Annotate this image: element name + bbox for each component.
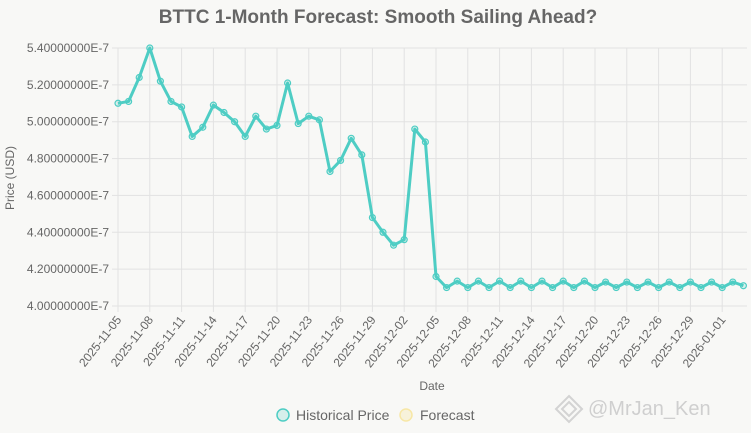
data-point[interactable] [464,283,472,292]
legend-label-forecast: Forecast [420,407,475,423]
data-point[interactable] [432,272,440,281]
data-point[interactable] [729,278,737,286]
data-point[interactable] [305,112,313,120]
data-point[interactable] [601,278,610,286]
x-axis-label: Date [419,379,445,393]
grid-lines [112,47,747,312]
data-point[interactable] [707,278,716,286]
data-point[interactable] [368,213,376,222]
chart-title: BTTC 1-Month Forecast: Smooth Sailing Ah… [159,7,597,28]
data-point[interactable] [347,134,355,142]
legend-marker-historical [276,408,290,422]
data-point[interactable] [644,278,652,286]
data-point[interactable] [453,277,461,285]
data-point[interactable] [390,241,398,249]
data-point[interactable] [548,283,557,292]
data-point[interactable] [262,125,270,133]
data-point[interactable] [400,236,408,244]
legend[interactable]: Historical Price Forecast [276,407,475,423]
data-point[interactable] [591,283,599,292]
data-point[interactable] [199,123,207,131]
data-point[interactable] [739,282,748,290]
y-tick-label: 5.20000000E-7 [27,78,109,92]
data-point[interactable] [686,278,695,286]
legend-marker-forecast [399,408,413,422]
data-point[interactable] [570,283,578,292]
y-tick-label: 4.60000000E-7 [27,188,109,202]
data-point[interactable] [411,125,419,133]
data-point[interactable] [284,79,292,87]
data-point[interactable] [178,103,186,111]
series-line-0 [117,46,744,290]
data-point[interactable] [252,112,260,120]
data-point[interactable] [125,97,133,106]
series-layer [114,44,748,292]
data-point[interactable] [146,44,154,52]
data-point[interactable] [718,283,726,292]
data-point[interactable] [496,277,504,285]
y-tick-label: 4.00000000E-7 [27,299,109,313]
data-point[interactable] [697,283,705,292]
data-point[interactable] [485,283,493,292]
data-point[interactable] [156,77,164,85]
data-point[interactable] [188,132,196,141]
watermark: @MrJan_Ken [554,394,711,424]
data-point[interactable] [114,99,122,107]
legend-item-historical[interactable]: Historical Price [276,407,390,423]
data-point[interactable] [358,151,366,159]
legend-item-forecast[interactable]: Forecast [399,407,475,423]
data-point[interactable] [654,283,663,292]
data-point[interactable] [474,277,482,285]
legend-label-historical: Historical Price [296,407,390,423]
data-point[interactable] [379,228,387,236]
data-point[interactable] [135,73,143,82]
data-point[interactable] [676,283,684,292]
data-point[interactable] [273,121,281,130]
y-tick-label: 5.40000000E-7 [27,41,109,55]
data-point[interactable] [231,118,239,126]
watermark-text: @MrJan_Ken [588,398,711,420]
data-point[interactable] [220,108,228,117]
x-axis-ticks: 2025-11-052025-11-082025-11-112025-11-14… [76,313,729,370]
y-tick-label: 5.00000000E-7 [27,115,109,129]
data-point[interactable] [421,138,429,146]
y-tick-label: 4.20000000E-7 [27,262,109,276]
data-point[interactable] [559,277,567,285]
y-tick-label: 4.80000000E-7 [27,152,109,166]
data-point[interactable] [337,156,345,165]
data-point[interactable] [623,278,631,286]
y-axis-label: Price (USD) [3,146,17,210]
data-point[interactable] [294,119,302,128]
data-point[interactable] [326,167,334,176]
data-point[interactable] [517,277,525,285]
data-point[interactable] [506,283,514,292]
data-point[interactable] [443,283,451,292]
y-axis-ticks: 4.00000000E-7 4.20000000E-7 4.40000000E-7 4… [27,41,109,313]
data-point[interactable] [167,97,175,106]
y-tick-label: 4.40000000E-7 [27,225,109,239]
data-point[interactable] [241,132,249,141]
data-point[interactable] [580,277,589,285]
data-point[interactable] [315,116,323,124]
data-point[interactable] [527,283,536,292]
data-point[interactable] [665,278,673,286]
data-point[interactable] [538,277,546,285]
data-point[interactable] [612,283,620,292]
data-point[interactable] [209,101,217,109]
data-point[interactable] [633,283,642,292]
watermark-diamond-icon [554,394,584,424]
